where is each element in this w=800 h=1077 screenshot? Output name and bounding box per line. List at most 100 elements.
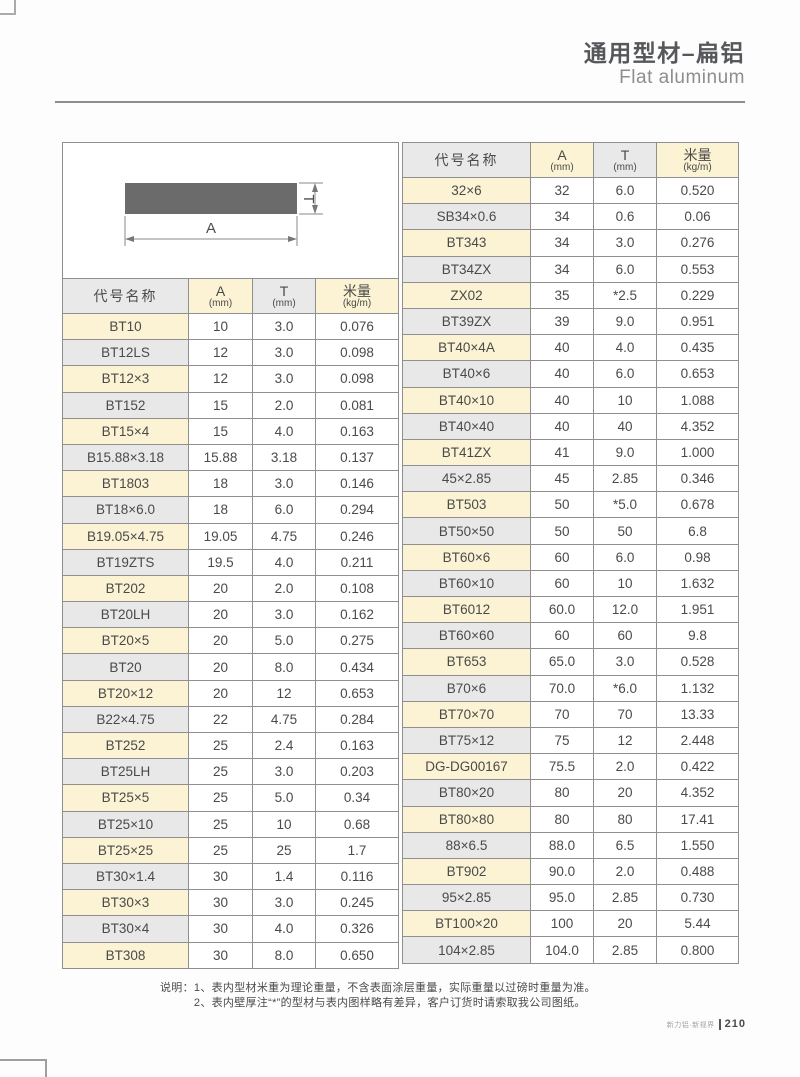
- value-cell: 1.000: [656, 438, 739, 467]
- profile-code-cell: BT40×40: [402, 412, 531, 440]
- profile-code-cell: BT902: [402, 857, 531, 886]
- value-cell: 30: [188, 889, 253, 917]
- value-cell: 18: [188, 496, 253, 524]
- profile-code-cell: BT40×4A: [402, 334, 531, 362]
- value-cell: 8.0: [252, 941, 316, 969]
- value-cell: 5.0: [252, 627, 316, 655]
- table-row: BT1803 18 3.0 0.146: [62, 470, 399, 498]
- table-row: BT12×3 12 3.0 0.098: [62, 365, 399, 393]
- value-cell: 95.0: [530, 884, 594, 912]
- table-row: BT75×12 75 12 2.448: [402, 726, 739, 755]
- table-row: BT19ZTS 19.5 4.0 0.211: [62, 548, 399, 576]
- table-row: BT80×80 80 80 17.41: [402, 805, 739, 833]
- value-cell: 0.434: [315, 653, 399, 681]
- value-cell: 90.0: [530, 857, 594, 886]
- value-cell: 75: [530, 726, 594, 755]
- profile-code-cell: BT60×60: [402, 622, 531, 650]
- value-cell: 0.211: [315, 548, 399, 576]
- value-cell: 20: [593, 779, 657, 807]
- value-cell: 1.632: [656, 569, 739, 598]
- thickness-label: T: [300, 194, 317, 203]
- table-row: SB34×0.6 34 0.6 0.06: [402, 203, 739, 231]
- value-cell: 4.0: [252, 548, 316, 576]
- table-header-row: 代号名称 A (mm) T (mm) 米量 (kg/m): [62, 278, 399, 314]
- profile-code-cell: BT15×4: [62, 417, 189, 445]
- profile-code-cell: BT80×80: [402, 805, 531, 833]
- value-cell: 12: [188, 365, 253, 393]
- value-cell: 3.0: [252, 889, 316, 917]
- page-header: 通用型材–扁铝 Flat aluminum: [584, 40, 745, 89]
- value-cell: 17.41: [656, 805, 739, 833]
- value-cell: 15: [188, 391, 253, 419]
- value-cell: 15: [188, 417, 253, 445]
- col-header-weight-unit: (kg/m): [683, 161, 712, 173]
- value-cell: 25: [188, 731, 253, 760]
- value-cell: 0.081: [315, 391, 399, 419]
- value-cell: 10: [252, 810, 316, 838]
- profile-code-cell: BT25×10: [62, 810, 189, 838]
- col-header-weight-symbol: 米量: [343, 282, 371, 299]
- value-cell: 0.098: [315, 365, 399, 393]
- profile-code-cell: BT12×3: [62, 365, 189, 393]
- value-cell: 70.0: [530, 674, 594, 702]
- value-cell: 0.116: [315, 862, 399, 891]
- table-header-row: 代号名称 A (mm) T (mm) 米量 (kg/m): [402, 142, 739, 178]
- profile-code-cell: BT39ZX: [402, 307, 531, 336]
- value-cell: 22: [188, 705, 253, 734]
- profile-code-cell: BT30×4: [62, 915, 189, 943]
- table-row: BT80×20 80 20 4.352: [402, 779, 739, 807]
- value-cell: 10: [593, 386, 657, 414]
- profile-code-cell: 104×2.85: [402, 936, 531, 964]
- table-row: BT60×10 60 10 1.632: [402, 569, 739, 598]
- value-cell: 25: [252, 836, 316, 864]
- table-row: 32×6 32 6.0 0.520: [402, 176, 739, 205]
- value-cell: 34: [530, 255, 594, 283]
- table-row: BT30×1.4 30 1.4 0.116: [62, 862, 399, 891]
- value-cell: 40: [530, 334, 594, 362]
- value-cell: 3.0: [252, 312, 316, 341]
- value-cell: 30: [188, 915, 253, 943]
- table-row: B22×4.75 22 4.75 0.284: [62, 705, 399, 734]
- table-row: B19.05×4.75 19.05 4.75 0.246: [62, 522, 399, 550]
- col-header-weight: 米量 (kg/m): [315, 278, 399, 314]
- value-cell: 19.05: [188, 522, 253, 550]
- col-header-code: 代号名称: [62, 278, 189, 314]
- profile-code-cell: BT1803: [62, 470, 189, 498]
- value-cell: *2.5: [593, 281, 657, 309]
- profile-code-cell: BT12LS: [62, 339, 189, 367]
- table-row: BT40×10 40 10 1.088: [402, 386, 739, 414]
- value-cell: 12: [252, 679, 316, 707]
- value-cell: 2.0: [593, 857, 657, 886]
- value-cell: 4.75: [252, 522, 316, 550]
- profile-code-cell: B15.88×3.18: [62, 443, 189, 472]
- right-spec-table: 代号名称 A (mm) T (mm) 米量 (kg/m) 32×6 32 6.0 0.…: [402, 142, 739, 964]
- profile-code-cell: B22×4.75: [62, 705, 189, 734]
- value-cell: 4.75: [252, 705, 316, 734]
- value-cell: 1.951: [656, 595, 739, 624]
- value-cell: 6.0: [252, 496, 316, 524]
- profile-code-cell: BT6012: [402, 595, 531, 624]
- value-cell: 70: [593, 700, 657, 728]
- page-title: 通用型材–扁铝: [583, 40, 745, 66]
- table-row: BT40×40 40 40 4.352: [402, 412, 739, 440]
- table-row: BT30×4 30 4.0 0.326: [62, 915, 399, 943]
- value-cell: 25: [188, 810, 253, 838]
- value-cell: 0.488: [656, 857, 739, 886]
- profile-cross-section: [125, 183, 297, 214]
- profile-code-cell: 88×6.5: [402, 831, 531, 859]
- left-spec-table: A T 代号名称 A (mm) T (mm) 米量: [62, 142, 399, 969]
- value-cell: 2.4: [252, 731, 316, 760]
- footnotes-lines: 1、表内型材米重为理论重量，不含表面涂层重量，实际重量以过磅时重量为准。 2、表…: [194, 981, 596, 1011]
- value-cell: 75.5: [530, 753, 594, 781]
- profile-code-cell: BT20×12: [62, 679, 189, 707]
- value-cell: 1.7: [315, 836, 399, 864]
- value-cell: *6.0: [593, 674, 657, 702]
- value-cell: 35: [530, 281, 594, 309]
- value-cell: 2.85: [593, 936, 657, 964]
- value-cell: 60.0: [530, 595, 594, 624]
- table-row: BT100×20 100 20 5.44: [402, 910, 739, 938]
- table-row: BT25×25 25 25 1.7: [62, 836, 399, 864]
- value-cell: 2.0: [252, 391, 316, 419]
- profile-code-cell: BT30×3: [62, 889, 189, 917]
- value-cell: 32: [530, 176, 594, 205]
